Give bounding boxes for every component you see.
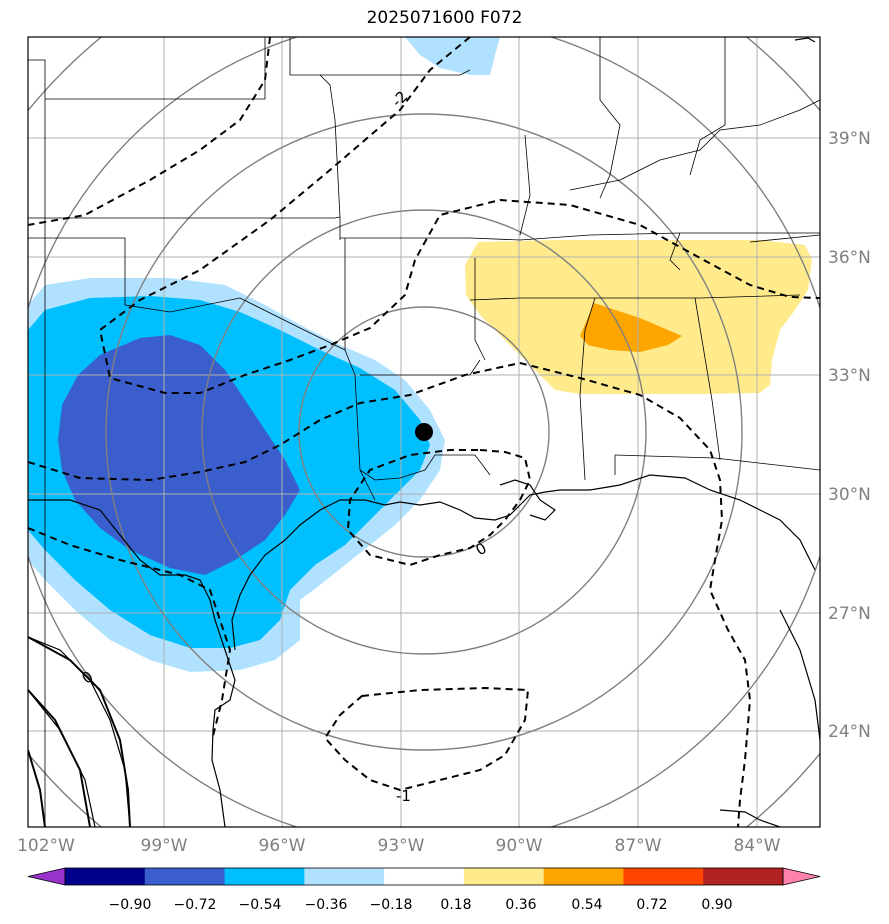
colorbar-outline — [64, 867, 784, 886]
colorbar-tick-label: −0.36 — [305, 897, 348, 913]
lat-tick-label: 39°N — [828, 129, 871, 149]
lat-tick-label: 36°N — [828, 248, 871, 268]
colorbar-tick-label: −0.90 — [109, 897, 152, 913]
colorbar-tick-label: −0.18 — [370, 897, 413, 913]
storm-center-marker — [415, 423, 433, 441]
lon-tick-label: 102°W — [17, 836, 75, 856]
lon-tick-label: 90°W — [496, 836, 543, 856]
lat-tick-label: 33°N — [828, 366, 871, 386]
colorbar-tick-label: 0.90 — [701, 897, 732, 913]
lat-tick-label: 24°N — [828, 722, 871, 742]
lon-tick-label: 93°W — [378, 836, 425, 856]
colorbar-segment — [543, 868, 624, 885]
contour-label: -1 — [396, 787, 411, 805]
contour-label: -2 — [388, 87, 411, 110]
colorbar-segment — [65, 868, 146, 885]
orange-region — [580, 303, 682, 352]
colorbar-segment — [224, 868, 305, 885]
lon-tick-label: 96°W — [259, 836, 306, 856]
colorbar-segment — [463, 868, 545, 885]
map-frame — [27, 36, 821, 828]
colorbar-extend-high — [782, 867, 821, 886]
lon-tick-label: 99°W — [141, 836, 188, 856]
colorbar-tick-label: 0.54 — [571, 897, 602, 913]
solid-contours — [28, 636, 131, 827]
lon-tick-labels: 102°W 99°W 96°W 93°W 90°W 87°W 84°W — [17, 836, 781, 856]
blue-region — [58, 335, 300, 575]
colorbar-tick-label: 0.36 — [505, 897, 536, 913]
lat-tick-label: 30°N — [828, 485, 871, 505]
map-title: 2025071600 F072 — [366, 8, 523, 28]
colorbar-segment — [703, 868, 784, 885]
colorbar-segment — [384, 868, 465, 885]
dashed-contours — [28, 37, 820, 827]
colorbar-segment — [304, 868, 385, 885]
lat-tick-labels: 39°N 36°N 33°N 30°N 27°N 24°N — [828, 129, 871, 742]
light-blue-region-north — [405, 37, 500, 75]
state-borders — [28, 37, 820, 827]
colorbar-extend-low — [27, 867, 66, 886]
colorbar-tick-label: 0.18 — [440, 897, 471, 913]
lon-tick-label: 84°W — [734, 836, 781, 856]
lon-tick-label: 87°W — [615, 836, 662, 856]
lat-tick-label: 27°N — [828, 604, 871, 624]
colorbar-tick-label: −0.72 — [174, 897, 217, 913]
colorbar-segment — [144, 868, 226, 885]
colorbar-tick-label: 0.72 — [636, 897, 667, 913]
colorbar — [27, 867, 821, 886]
contour-label: 0 — [472, 539, 489, 559]
colorbar-tick-label: −0.54 — [239, 897, 282, 913]
colorbar-tick-labels: −0.90 −0.72 −0.54 −0.36 −0.18 0.18 0.36 … — [109, 897, 733, 913]
colorbar-segment — [623, 868, 704, 885]
